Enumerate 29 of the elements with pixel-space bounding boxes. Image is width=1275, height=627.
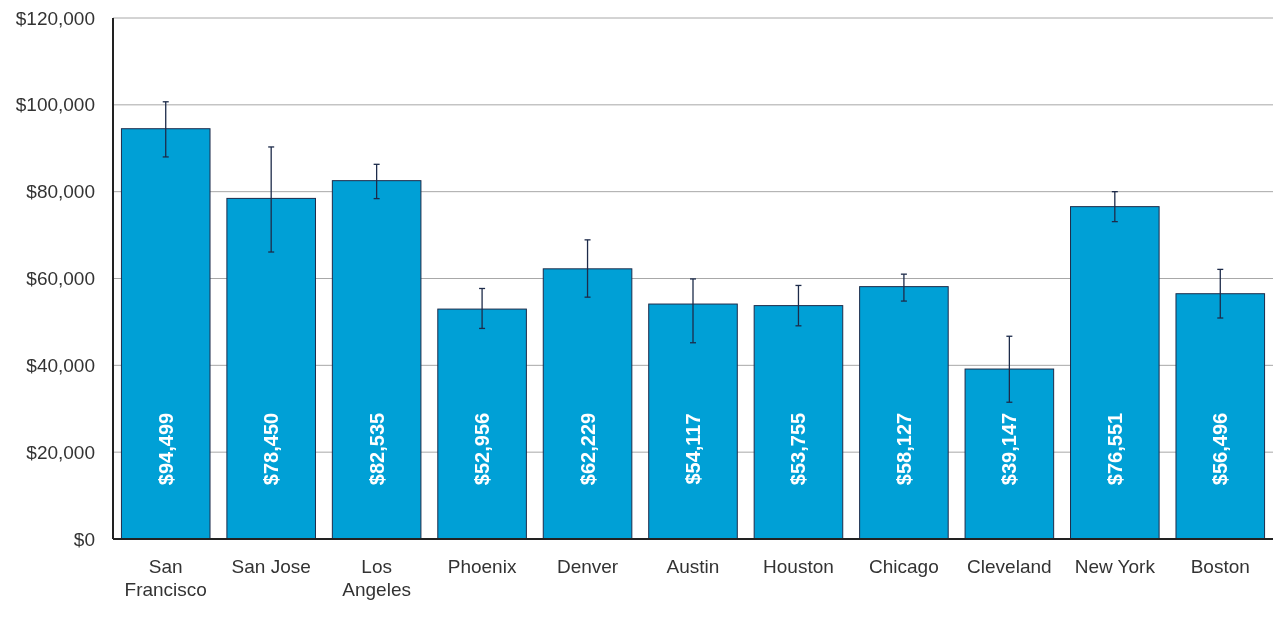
data-label: $56,496 [1209,412,1232,486]
data-label: $82,535 [365,412,388,486]
x-tick-label: Austin [666,556,720,577]
x-tick-label: San Francisco [124,556,207,600]
data-label: $54,117 [682,413,704,485]
y-tick-label: $60,000 [26,268,95,289]
x-tick-label: New York [1074,556,1156,577]
y-tick-label: $20,000 [26,441,95,463]
y-tick-label: $0 [73,528,95,550]
y-tick-label: $40,000 [26,354,95,376]
x-tick-label: Chicago [869,556,939,577]
data-label: $58,127 [892,412,915,486]
data-label: $76,551 [1103,412,1126,486]
data-label: $62,229 [576,412,599,486]
y-tick-label: $120,000 [15,7,95,29]
x-tick-label: San Jose [231,556,311,577]
y-tick-label: $100,000 [15,94,95,116]
x-tick-label: Denver [556,556,619,577]
data-label: $78,450 [260,412,283,486]
x-tick-label: Los Angeles [342,556,411,600]
x-tick-label: Cleveland [967,556,1052,577]
x-tick-label: Boston [1190,556,1250,577]
y-tick-label: $80,000 [26,181,95,203]
data-label: $53,755 [787,412,810,486]
data-label: $52,956 [471,412,494,486]
data-label: $94,499 [154,412,177,486]
x-tick-label: Phoenix [447,556,517,577]
x-tick-label: Houston [763,556,834,577]
data-label: $39,147 [998,412,1021,486]
